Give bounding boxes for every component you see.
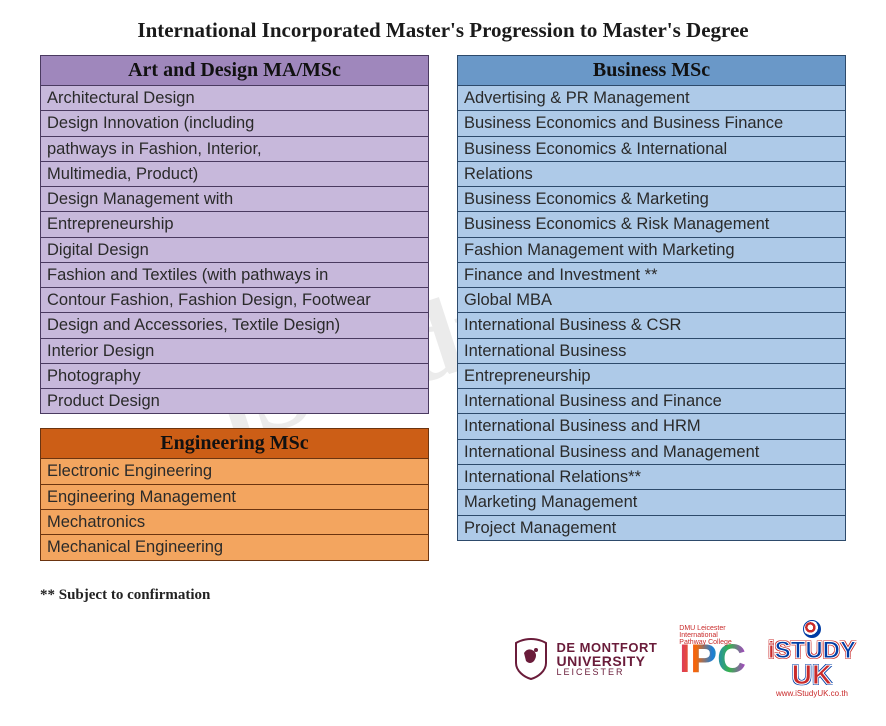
content-columns: Art and Design MA/MScArchitectural Desig…	[0, 55, 886, 575]
table-row: International Business	[458, 338, 846, 363]
table-row: International Relations**	[458, 464, 846, 489]
table-row: Business Economics & Marketing	[458, 187, 846, 212]
dmu-line2: UNIVERSITY	[556, 654, 657, 668]
table-row: Digital Design	[41, 237, 429, 262]
table-row: Interior Design	[41, 338, 429, 363]
table-row: pathways in Fashion, Interior,	[41, 136, 429, 161]
business-table: Business MScAdvertising & PR ManagementB…	[457, 55, 846, 541]
table-row: Electronic Engineering	[41, 459, 429, 484]
engineering-header: Engineering MSc	[41, 429, 429, 459]
footnote: ** Subject to confirmation	[0, 575, 886, 604]
business-header: Business MSc	[458, 56, 846, 86]
table-row: Global MBA	[458, 288, 846, 313]
art_design-header: Art and Design MA/MSc	[41, 56, 429, 86]
table-row: Mechanical Engineering	[41, 535, 429, 560]
table-row: Finance and Investment **	[458, 262, 846, 287]
ipc-logo: DMU Leicester International Pathway Coll…	[679, 637, 746, 682]
table-row: Contour Fashion, Fashion Design, Footwea…	[41, 288, 429, 313]
table-row: Design and Accessories, Textile Design)	[41, 313, 429, 338]
page-title: International Incorporated Master's Prog…	[0, 0, 886, 55]
table-row: Photography	[41, 363, 429, 388]
table-row: Business Economics and Business Finance	[458, 111, 846, 136]
table-row: Mechatronics	[41, 509, 429, 534]
table-row: Engineering Management	[41, 484, 429, 509]
dmu-logo-text: DE MONTFORT UNIVERSITY LEICESTER	[556, 641, 657, 677]
table-row: Fashion Management with Marketing	[458, 237, 846, 262]
table-row: International Business and HRM	[458, 414, 846, 439]
table-row: Business Economics & Risk Management	[458, 212, 846, 237]
table-row: Architectural Design	[41, 86, 429, 111]
right-column: Business MScAdvertising & PR ManagementB…	[457, 55, 846, 575]
table-row: Multimedia, Product)	[41, 161, 429, 186]
dmu-line3: LEICESTER	[556, 668, 657, 677]
table-row: International Business and Management	[458, 439, 846, 464]
istudy-url: www.iStudyUK.co.th	[776, 689, 848, 698]
table-row: Relations	[458, 161, 846, 186]
istudy-row2: UK	[792, 662, 832, 687]
left-column: Art and Design MA/MScArchitectural Desig…	[40, 55, 429, 575]
table-row: Fashion and Textiles (with pathways in	[41, 262, 429, 287]
logo-row: DE MONTFORT UNIVERSITY LEICESTER DMU Lei…	[512, 620, 856, 698]
uk-flag-icon	[803, 620, 821, 638]
engineering-table: Engineering MScElectronic EngineeringEng…	[40, 428, 429, 560]
table-row: Marketing Management	[458, 490, 846, 515]
table-row: Advertising & PR Management	[458, 86, 846, 111]
dmu-logo: DE MONTFORT UNIVERSITY LEICESTER	[512, 637, 657, 681]
istudy-logo: iSTUDY UK www.iStudyUK.co.th	[768, 620, 856, 698]
table-row: International Business & CSR	[458, 313, 846, 338]
table-row: Business Economics & International	[458, 136, 846, 161]
ipc-subtitle: DMU Leicester International Pathway Coll…	[679, 625, 746, 646]
table-row: Design Innovation (including	[41, 111, 429, 136]
table-row: Design Management with	[41, 187, 429, 212]
dmu-crest-icon	[512, 637, 550, 681]
art-design-table: Art and Design MA/MScArchitectural Desig…	[40, 55, 429, 414]
table-row: International Business and Finance	[458, 389, 846, 414]
table-row: Entrepreneurship	[458, 363, 846, 388]
table-row: Entrepreneurship	[41, 212, 429, 237]
table-row: Product Design	[41, 389, 429, 414]
table-row: Project Management	[458, 515, 846, 540]
